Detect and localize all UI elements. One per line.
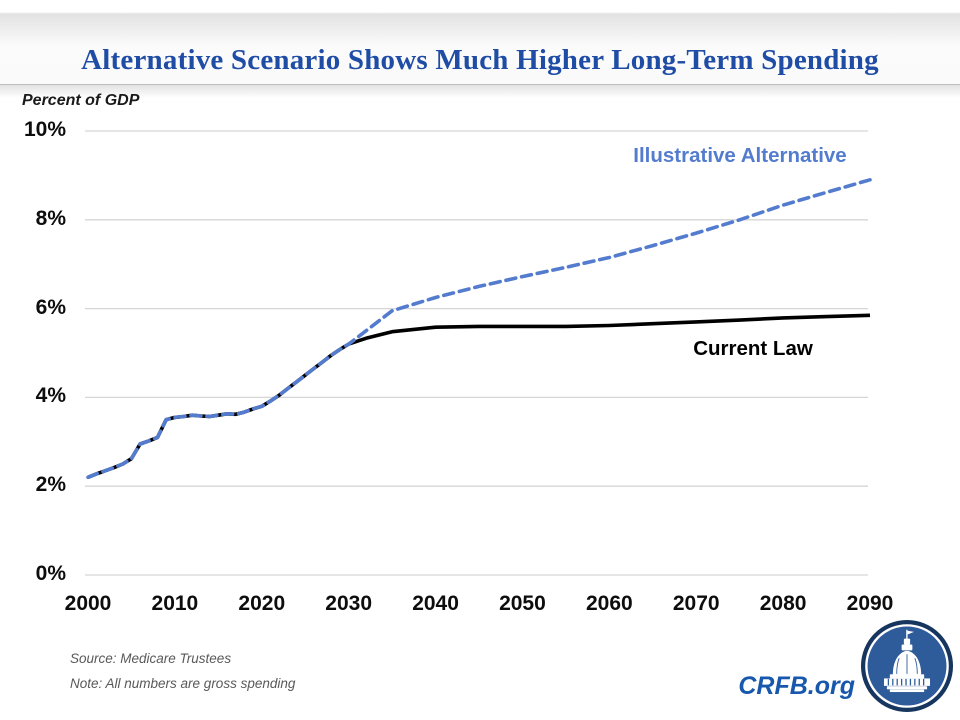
capitol-dome-icon: [860, 619, 954, 713]
page-title: Alternative Scenario Shows Much Higher L…: [81, 44, 879, 76]
y-tick-label: 6%: [35, 295, 66, 319]
y-axis-title: Percent of GDP: [22, 92, 140, 109]
x-tick-label: 2060: [585, 592, 633, 615]
x-tick-label: 2000: [64, 592, 112, 615]
source-note: Source: Medicare Trustees: [70, 651, 232, 666]
alternative-series-label: Illustrative Alternative: [633, 144, 847, 167]
header-shadow: [0, 85, 960, 98]
x-tick-label: 2030: [325, 592, 373, 615]
x-tick-label: 2080: [759, 592, 807, 615]
crfb-brand-text: CRFB.org: [738, 672, 855, 700]
x-tick-label: 2050: [499, 592, 546, 615]
y-tick-label: 8%: [35, 206, 66, 230]
y-tick-label: 0%: [35, 562, 66, 585]
y-tick-label: 2%: [35, 473, 66, 497]
y-tick-label: 4%: [35, 384, 66, 408]
x-tick-label: 2070: [672, 592, 720, 615]
series-line-illustrative-alternative: [86, 178, 872, 480]
x-tick-label: 2010: [151, 592, 199, 615]
x-tick-label: 2090: [846, 592, 894, 615]
x-tick-label: 2040: [412, 592, 459, 615]
footnote: Note: All numbers are gross spending: [70, 676, 296, 691]
header-band: [0, 0, 960, 85]
current-law-series-label: Current Law: [693, 337, 813, 360]
x-tick-label: 2020: [238, 592, 286, 615]
y-tick-label: 10%: [23, 118, 66, 141]
